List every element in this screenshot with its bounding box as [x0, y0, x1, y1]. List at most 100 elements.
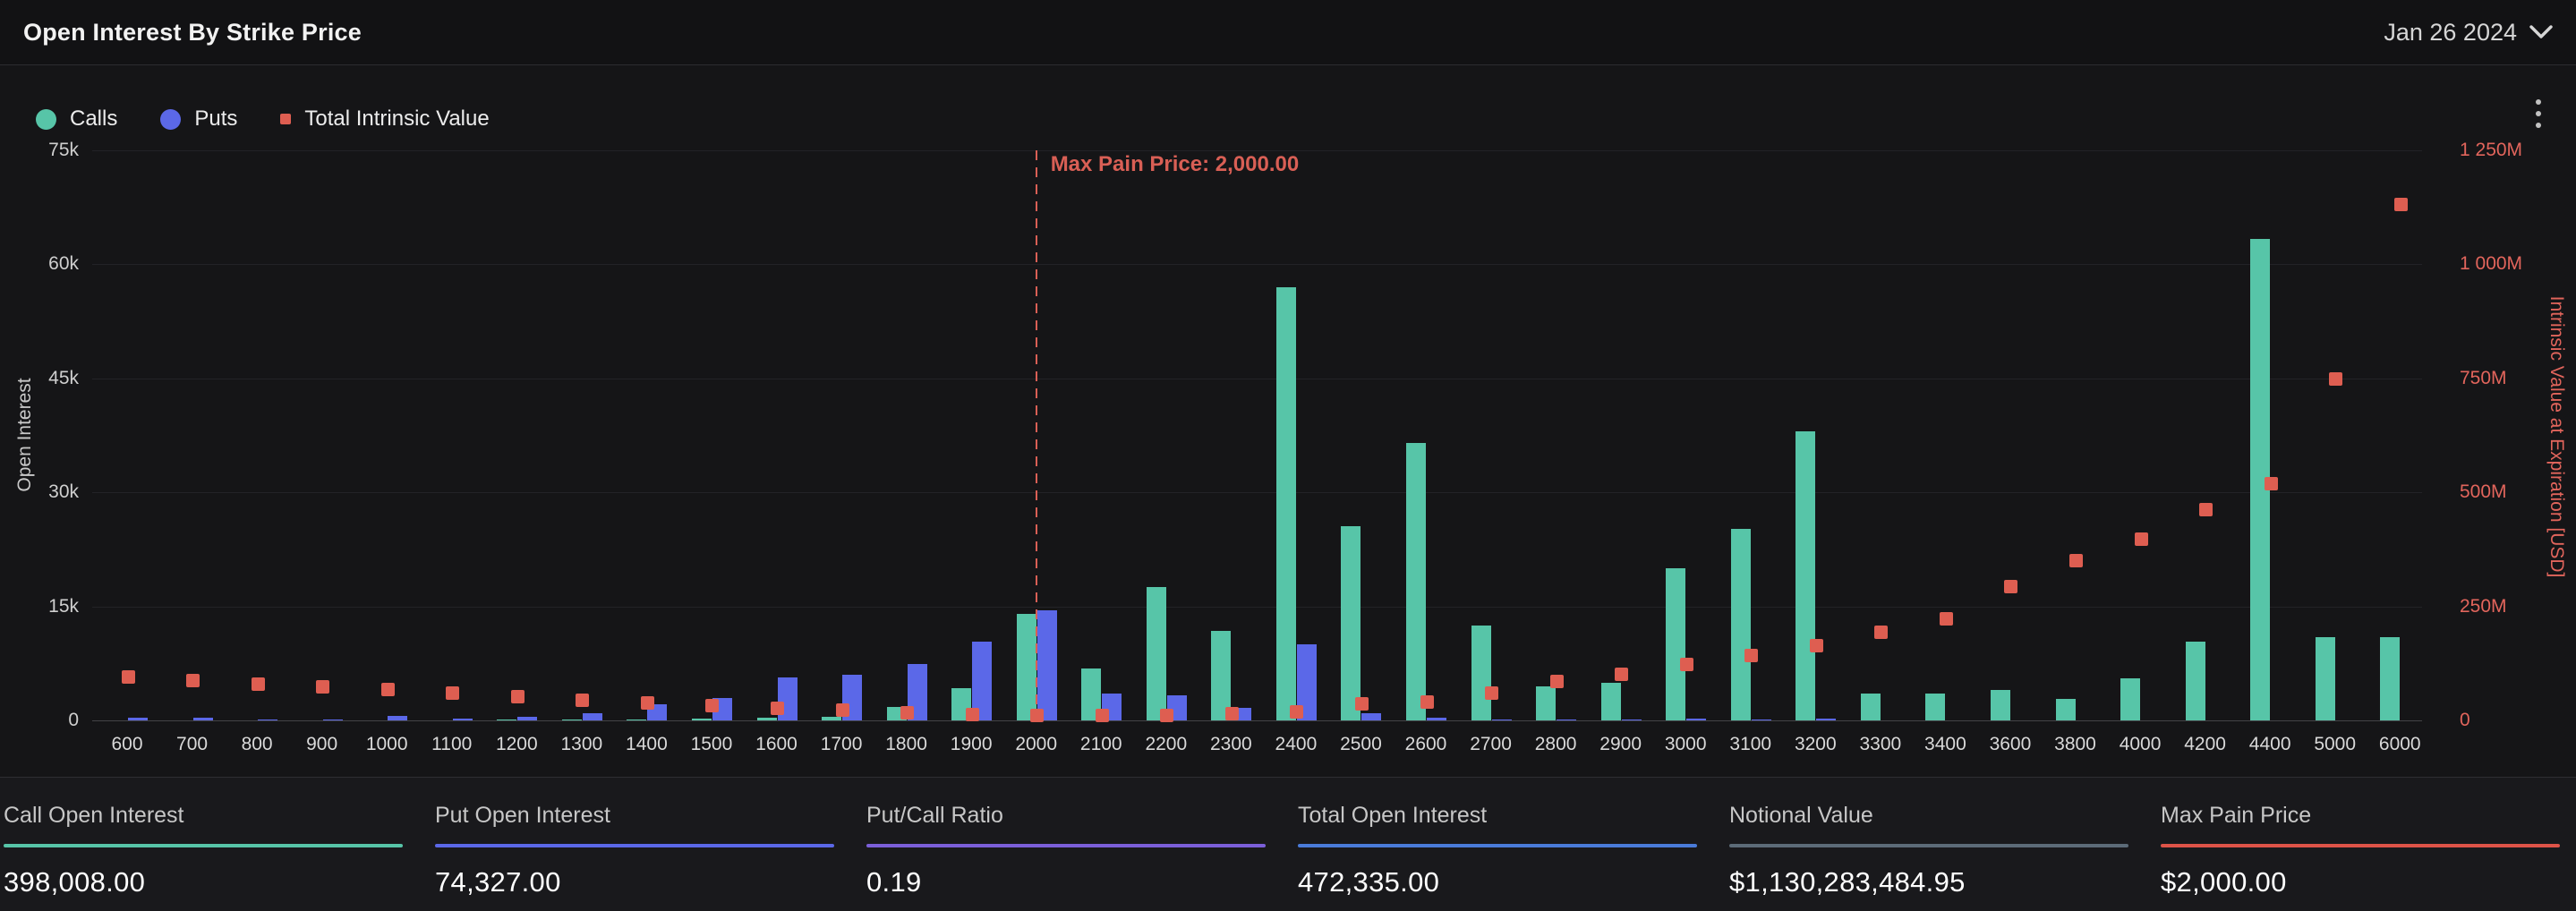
puts-bar[interactable]	[1686, 719, 1707, 720]
intrinsic-value-dot[interactable]	[900, 706, 915, 720]
intrinsic-value-dot[interactable]	[1939, 612, 1953, 626]
puts-bar[interactable]	[1361, 713, 1382, 720]
calls-bar[interactable]	[1860, 694, 1881, 720]
expiry-date-selector[interactable]: Jan 26 2024	[2384, 19, 2553, 47]
puts-bar[interactable]	[517, 716, 538, 720]
puts-bar[interactable]	[1036, 609, 1057, 720]
intrinsic-value-dot[interactable]	[1809, 638, 1823, 652]
puts-bar[interactable]	[1557, 719, 1577, 720]
stat-label: Max Pain Price	[2161, 803, 2312, 828]
legend-item-total-intrinsic-value[interactable]: Total Intrinsic Value	[280, 106, 490, 132]
intrinsic-value-dot[interactable]	[1874, 626, 1889, 640]
puts-bar[interactable]	[388, 715, 408, 720]
intrinsic-value-dot[interactable]	[705, 698, 720, 712]
intrinsic-value-dot[interactable]	[121, 670, 135, 685]
kebab-menu-icon[interactable]	[2522, 93, 2555, 134]
x-axis-tick-label: 2300	[1209, 734, 1252, 754]
calls-bar[interactable]	[2250, 239, 2271, 720]
legend-label: Total Intrinsic Value	[304, 106, 490, 131]
intrinsic-value-dot[interactable]	[510, 690, 525, 703]
intrinsic-value-dot[interactable]	[446, 686, 460, 701]
gridline	[92, 150, 2422, 151]
legend-item-puts[interactable]: Puts	[160, 106, 237, 132]
calls-bar[interactable]	[2315, 636, 2335, 720]
puts-bar[interactable]	[452, 719, 473, 720]
calls-bar[interactable]	[1146, 587, 1166, 720]
intrinsic-value-dot[interactable]	[965, 707, 979, 721]
intrinsic-value-dot[interactable]	[380, 683, 395, 697]
puts-bar[interactable]	[322, 719, 343, 720]
puts-bar[interactable]	[128, 717, 148, 720]
intrinsic-value-dot[interactable]	[2134, 532, 2148, 546]
intrinsic-value-dot[interactable]	[835, 703, 849, 718]
intrinsic-value-dot[interactable]	[1030, 709, 1045, 723]
calls-bar[interactable]	[1925, 694, 1946, 720]
puts-bar[interactable]	[1751, 719, 1771, 720]
puts-bar[interactable]	[972, 641, 993, 720]
x-axis-tick-label: 1300	[560, 734, 603, 754]
intrinsic-value-dot[interactable]	[2199, 502, 2213, 516]
intrinsic-value-dot[interactable]	[2069, 553, 2083, 567]
intrinsic-value-dot[interactable]	[1420, 694, 1434, 709]
intrinsic-value-dot[interactable]	[2264, 476, 2278, 490]
intrinsic-value-dot[interactable]	[1160, 708, 1174, 722]
intrinsic-value-dot[interactable]	[1549, 674, 1564, 688]
intrinsic-value-dot[interactable]	[1354, 696, 1369, 711]
calls-bar[interactable]	[2055, 699, 2076, 720]
intrinsic-value-dot[interactable]	[2004, 579, 2018, 593]
intrinsic-value-dot[interactable]	[251, 677, 265, 691]
calls-bar[interactable]	[1796, 431, 1816, 720]
calls-bar[interactable]	[1016, 614, 1036, 720]
calls-bar[interactable]	[756, 718, 777, 720]
intrinsic-value-dot[interactable]	[1485, 686, 1499, 701]
intrinsic-value-dot[interactable]	[576, 694, 590, 708]
calls-bar[interactable]	[1211, 630, 1232, 720]
puts-bar[interactable]	[907, 664, 927, 720]
intrinsic-value-dot[interactable]	[1224, 707, 1239, 721]
right-axis-tick-label: 1 000M	[2460, 253, 2523, 275]
calls-bar[interactable]	[1730, 528, 1751, 720]
calls-bar[interactable]	[1600, 682, 1621, 720]
stat-label: Put Open Interest	[435, 803, 610, 828]
calls-bar[interactable]	[1341, 526, 1361, 720]
panel-header: Open Interest By Strike Price Jan 26 202…	[0, 0, 2576, 65]
puts-bar[interactable]	[1296, 644, 1317, 720]
puts-bar[interactable]	[1816, 719, 1837, 720]
calls-bar[interactable]	[822, 716, 842, 720]
puts-bar[interactable]	[1427, 718, 1446, 720]
puts-bar[interactable]	[1491, 719, 1512, 720]
left-axis-tick-label: 75k	[48, 140, 79, 160]
intrinsic-value-dot[interactable]	[1290, 705, 1304, 719]
calls-bar[interactable]	[497, 719, 517, 720]
intrinsic-value-dot[interactable]	[640, 696, 654, 711]
calls-bar[interactable]	[1081, 668, 1102, 720]
legend-item-calls[interactable]: Calls	[36, 106, 117, 132]
intrinsic-value-dot[interactable]	[1744, 649, 1759, 663]
intrinsic-value-dot[interactable]	[1615, 667, 1629, 681]
intrinsic-value-dot[interactable]	[2393, 197, 2408, 211]
puts-bar[interactable]	[258, 719, 278, 720]
calls-bar[interactable]	[1536, 685, 1557, 720]
calls-bar[interactable]	[1471, 625, 1491, 720]
calls-bar[interactable]	[1275, 286, 1296, 720]
intrinsic-value-dot[interactable]	[316, 680, 330, 694]
calls-bar[interactable]	[2120, 678, 2141, 720]
intrinsic-value-dot[interactable]	[1095, 709, 1109, 723]
puts-bar[interactable]	[192, 717, 213, 720]
calls-bar[interactable]	[691, 719, 712, 720]
calls-bar[interactable]	[2185, 641, 2205, 720]
calls-bar[interactable]	[1406, 442, 1426, 720]
calls-bar[interactable]	[627, 719, 647, 720]
calls-bar[interactable]	[1666, 568, 1686, 720]
intrinsic-value-dot[interactable]	[1679, 658, 1693, 672]
intrinsic-value-dot[interactable]	[186, 673, 200, 687]
puts-bar[interactable]	[582, 712, 602, 720]
stat-underline	[435, 844, 834, 847]
calls-bar[interactable]	[561, 719, 582, 720]
intrinsic-value-dot[interactable]	[771, 702, 784, 716]
stat-label: Notional Value	[1729, 803, 1873, 828]
puts-bar[interactable]	[1621, 719, 1642, 720]
calls-bar[interactable]	[2380, 637, 2401, 720]
calls-bar[interactable]	[1990, 690, 2010, 720]
intrinsic-value-dot[interactable]	[2329, 372, 2343, 387]
